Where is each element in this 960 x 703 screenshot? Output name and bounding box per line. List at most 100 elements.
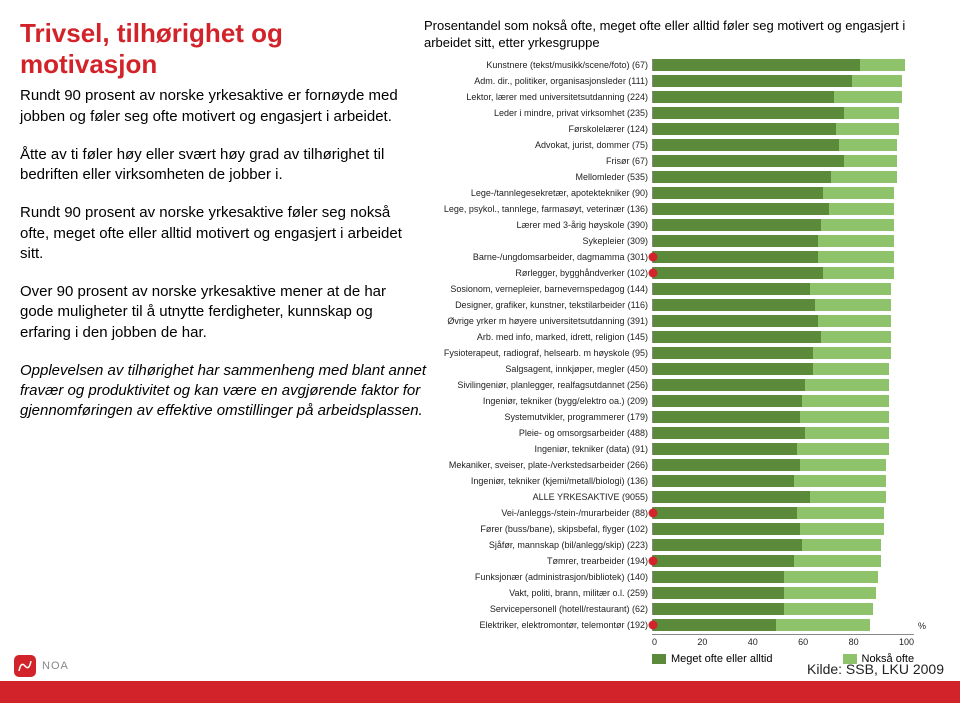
chart-bar-noksa bbox=[823, 187, 894, 199]
source-citation: Kilde: SSB, LKU 2009 bbox=[807, 661, 944, 677]
axis-tick: 100 bbox=[899, 637, 914, 647]
chart-bar-noksa bbox=[836, 123, 899, 135]
chart-bar-noksa bbox=[860, 59, 905, 71]
chart-bar-meget bbox=[653, 267, 823, 279]
chart-row: Vei-/anleggs-/stein-/murarbeider (88) bbox=[424, 506, 934, 521]
chart-row: Funksjonær (administrasjon/bibliotek) (1… bbox=[424, 570, 934, 585]
logo-icon bbox=[14, 655, 36, 677]
chart-bar-meget bbox=[653, 571, 784, 583]
chart-bar-meget bbox=[653, 395, 802, 407]
chart-bar-track bbox=[652, 571, 914, 583]
intro-text: Rundt 90 prosent av norske yrkesaktive e… bbox=[20, 86, 410, 127]
chart-bar-noksa bbox=[810, 491, 886, 503]
chart-bar-noksa bbox=[810, 283, 891, 295]
chart-bar-track bbox=[652, 603, 914, 615]
chart-bar-noksa bbox=[818, 235, 894, 247]
chart-bar-noksa bbox=[821, 219, 894, 231]
chart-bar-meget bbox=[653, 347, 813, 359]
chart-bar-meget bbox=[653, 379, 805, 391]
chart-bar-track bbox=[652, 491, 914, 503]
chart-row: Sosionom, vernepleier, barnevernspedagog… bbox=[424, 282, 934, 297]
chart-bar-noksa bbox=[829, 203, 895, 215]
chart-bar-track bbox=[652, 315, 914, 327]
chart-bar-noksa bbox=[805, 379, 889, 391]
chart-row-label: Salgsagent, innkjøper, megler (450) bbox=[424, 364, 652, 374]
chart-row: Elektriker, elektromontør, telemontør (1… bbox=[424, 618, 934, 633]
chart-bar-meget bbox=[653, 283, 810, 295]
chart-row: Øvrige yrker m høyere universitetsutdann… bbox=[424, 314, 934, 329]
chart-row-label: Rørlegger, bygghåndverker (102) bbox=[424, 268, 652, 278]
chart-row-label: Systemutvikler, programmerer (179) bbox=[424, 412, 652, 422]
chart-row: Vakt, politi, brann, militær o.l. (259) bbox=[424, 586, 934, 601]
chart-row: Frisør (67) bbox=[424, 154, 934, 169]
chart-bar-noksa bbox=[802, 539, 881, 551]
chart-bar-meget bbox=[653, 443, 797, 455]
axis-tick: 60 bbox=[798, 637, 808, 647]
axis-percent-label: % bbox=[918, 621, 926, 631]
chart-bar-noksa bbox=[802, 395, 888, 407]
chart-row-label: Lektor, lærer med universitetsutdanning … bbox=[424, 92, 652, 102]
chart-row-label: Sjåfør, mannskap (bil/anlegg/skip) (223) bbox=[424, 540, 652, 550]
chart-row: Ingeniør, tekniker (bygg/elektro oa.) (2… bbox=[424, 394, 934, 409]
chart-row: Tømrer, trearbeider (194) bbox=[424, 554, 934, 569]
chart-bar-track bbox=[652, 219, 914, 231]
axis-tick: 20 bbox=[697, 637, 707, 647]
chart-bar-track bbox=[652, 555, 914, 567]
chart-bar-noksa bbox=[800, 523, 884, 535]
chart-bar-track bbox=[652, 75, 914, 87]
chart-row: Fører (buss/bane), skipsbefal, flyger (1… bbox=[424, 522, 934, 537]
chart-bar-noksa bbox=[831, 171, 897, 183]
chart-bar-noksa bbox=[818, 251, 894, 263]
chart-marker-icon bbox=[649, 269, 658, 278]
chart-row-label: Fysioterapeut, radiograf, helsearb. m hø… bbox=[424, 348, 652, 358]
footnote: Opplevelsen av tilhørighet har sammenhen… bbox=[20, 361, 460, 422]
chart-bar-noksa bbox=[821, 331, 892, 343]
chart-row: Systemutvikler, programmerer (179) bbox=[424, 410, 934, 425]
chart-bar-noksa bbox=[797, 443, 889, 455]
chart-bar-noksa bbox=[784, 587, 876, 599]
chart-bar-track bbox=[652, 619, 914, 631]
chart-row-label: Lege-/tannlegesekretær, apotektekniker (… bbox=[424, 188, 652, 198]
chart-row-label: Funksjonær (administrasjon/bibliotek) (1… bbox=[424, 572, 652, 582]
chart-bar-noksa bbox=[797, 507, 883, 519]
logo: NOA bbox=[14, 655, 69, 677]
chart-bar-meget bbox=[653, 59, 860, 71]
chart-bar-meget bbox=[653, 75, 852, 87]
chart-row-label: Barne-/ungdomsarbeider, dagmamma (301) bbox=[424, 252, 652, 262]
chart-row-label: Fører (buss/bane), skipsbefal, flyger (1… bbox=[424, 524, 652, 534]
chart-row-label: Pleie- og omsorgsarbeider (488) bbox=[424, 428, 652, 438]
chart-row-label: Sivilingeniør, planlegger, realfagsutdan… bbox=[424, 380, 652, 390]
chart-bar-track bbox=[652, 203, 914, 215]
chart-bar-noksa bbox=[839, 139, 897, 151]
chart-row-label: ALLE YRKESAKTIVE (9055) bbox=[424, 492, 652, 502]
chart-bar-noksa bbox=[834, 91, 902, 103]
chart-bar-track bbox=[652, 171, 914, 183]
chart-row: Rørlegger, bygghåndverker (102) bbox=[424, 266, 934, 281]
chart-bar-meget bbox=[653, 331, 821, 343]
chart-bar-noksa bbox=[813, 347, 892, 359]
chart-bar-track bbox=[652, 395, 914, 407]
chart-bar-meget bbox=[653, 619, 776, 631]
chart-bar-track bbox=[652, 539, 914, 551]
chart-bar-track bbox=[652, 267, 914, 279]
chart-bar-track bbox=[652, 411, 914, 423]
chart-row: Designer, grafiker, kunstner, tekstilarb… bbox=[424, 298, 934, 313]
chart-row: Lege-/tannlegesekretær, apotektekniker (… bbox=[424, 186, 934, 201]
chart-row: Lege, psykol., tannlege, farmasøyt, vete… bbox=[424, 202, 934, 217]
chart-bar-meget bbox=[653, 539, 802, 551]
chart-bar-noksa bbox=[844, 107, 899, 119]
chart-row: Sykepleier (309) bbox=[424, 234, 934, 249]
chart-bar-noksa bbox=[800, 411, 889, 423]
chart-bar-track bbox=[652, 443, 914, 455]
chart-row-label: Mekaniker, sveiser, plate-/verkstedsarbe… bbox=[424, 460, 652, 470]
chart-bar-track bbox=[652, 155, 914, 167]
chart-marker-icon bbox=[649, 621, 658, 630]
chart-row-label: Arb. med info, marked, idrett, religion … bbox=[424, 332, 652, 342]
chart-bar-meget bbox=[653, 107, 844, 119]
chart-row: Sivilingeniør, planlegger, realfagsutdan… bbox=[424, 378, 934, 393]
para-1: Åtte av ti føler høy eller svært høy gra… bbox=[20, 145, 410, 186]
chart-bar-track bbox=[652, 331, 914, 343]
chart-bar-meget bbox=[653, 411, 800, 423]
chart-row-label: Ingeniør, tekniker (bygg/elektro oa.) (2… bbox=[424, 396, 652, 406]
chart-bar-meget bbox=[653, 235, 818, 247]
